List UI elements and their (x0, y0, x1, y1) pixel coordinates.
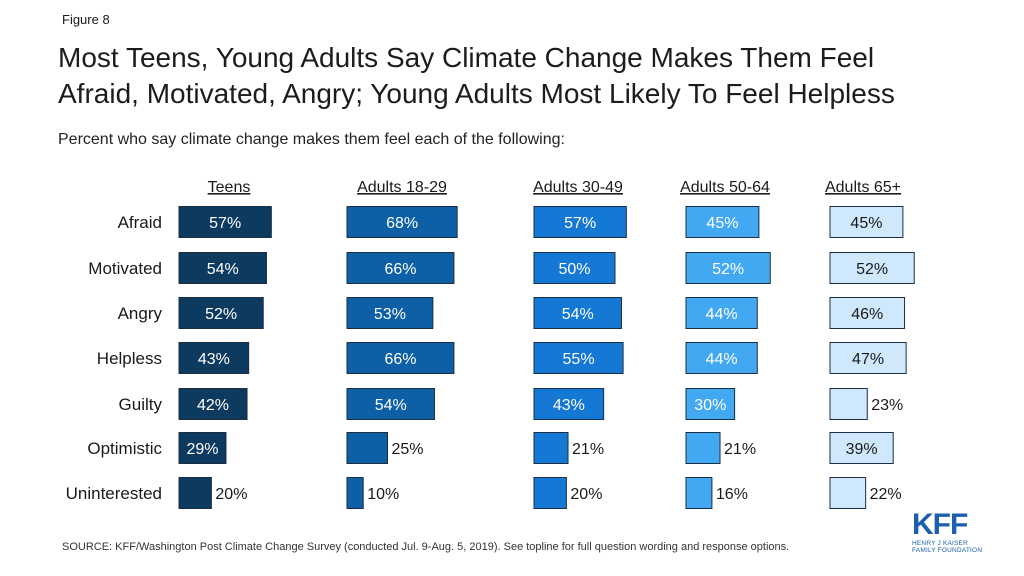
bar-teens-helpless (178, 342, 250, 374)
logo-text: KFF (912, 508, 968, 541)
data-label-adults-18-29-helpless: 66% (384, 351, 416, 368)
category-label-guilty: Guilty (119, 395, 163, 414)
bar-adults-18-29-motivated (346, 252, 455, 284)
bar-adults-50-64-helpless (685, 342, 758, 374)
logo-subtitle: HENRY J KAISER FAMILY FOUNDATION (912, 540, 983, 554)
bar-adults-50-64-motivated (685, 252, 771, 284)
category-label-optimistic: Optimistic (87, 439, 162, 458)
data-label-adults-30-49-optimistic: 21% (572, 441, 604, 458)
title-line-1: Most Teens, Young Adults Say Climate Cha… (58, 42, 875, 73)
category-label-helpless: Helpless (97, 349, 162, 368)
bar-adults-50-64-afraid (685, 206, 760, 238)
data-label-teens-angry: 52% (205, 306, 237, 323)
data-label-adults-18-29-uninterested: 10% (367, 486, 399, 503)
data-label-adults-18-29-optimistic: 25% (392, 441, 424, 458)
data-label-adults-30-49-afraid: 57% (564, 215, 596, 232)
chart-subtitle: Percent who say climate change makes the… (58, 131, 565, 148)
bar-adults-50-64-optimistic (685, 432, 721, 464)
bar-adults-18-29-afraid (346, 206, 458, 238)
bar-adults-50-64-guilty (685, 388, 736, 420)
category-label-angry: Angry (118, 304, 163, 323)
bar-adults-65-angry (829, 297, 906, 329)
data-label-teens-guilty: 42% (197, 397, 229, 414)
category-label-uninterested: Uninterested (66, 484, 162, 503)
kff-logo: KFF HENRY J KAISER FAMILY FOUNDATION (912, 508, 992, 555)
bar-adults-65-motivated (829, 252, 915, 284)
bar-teens-optimistic (178, 432, 227, 464)
data-label-adults-50-64-optimistic: 21% (724, 441, 756, 458)
bar-adults-30-49-motivated (533, 252, 616, 284)
data-label-adults-65-helpless: 47% (852, 351, 884, 368)
data-label-adults-50-64-angry: 44% (706, 306, 738, 323)
series-header-adults-50-64: Adults 50-64 (680, 179, 770, 196)
bar-adults-65-afraid (829, 206, 904, 238)
bar-teens-guilty (178, 388, 248, 420)
bar-adults-18-29-angry (346, 297, 434, 329)
data-label-adults-65-guilty: 23% (871, 397, 903, 414)
bar-adults-18-29-uninterested (346, 477, 364, 509)
bar-chart: Afraid Motivated Angry Helpless Guilty Optimi… (66, 179, 915, 509)
data-label-teens-uninterested: 20% (215, 486, 247, 503)
data-label-adults-18-29-angry: 53% (374, 306, 406, 323)
bar-adults-18-29-helpless (346, 342, 455, 374)
data-label-adults-65-optimistic: 39% (846, 441, 878, 458)
bar-teens-angry (178, 297, 264, 329)
bar-adults-65-guilty (829, 388, 868, 420)
data-label-adults-65-motivated: 52% (856, 261, 888, 278)
data-label-teens-afraid: 57% (209, 215, 241, 232)
data-label-adults-30-49-angry: 54% (562, 306, 594, 323)
data-label-adults-65-afraid: 45% (850, 215, 882, 232)
category-label-motivated: Motivated (88, 259, 162, 278)
bar-adults-50-64-uninterested (685, 477, 713, 509)
bar-adults-65-uninterested (829, 477, 867, 509)
data-label-adults-50-64-motivated: 52% (712, 261, 744, 278)
bar-adults-30-49-guilty (533, 388, 605, 420)
series-header-adults-30-49: Adults 30-49 (533, 179, 623, 196)
bar-adults-50-64-angry (685, 297, 758, 329)
data-label-adults-30-49-motivated: 50% (558, 261, 590, 278)
category-label-afraid: Afraid (118, 213, 162, 232)
bar-adults-65-optimistic (829, 432, 894, 464)
data-label-adults-50-64-afraid: 45% (706, 215, 738, 232)
bar-adults-30-49-uninterested (533, 477, 567, 509)
data-label-adults-30-49-uninterested: 20% (570, 486, 602, 503)
bar-adults-65-helpless (829, 342, 907, 374)
data-label-adults-30-49-guilty: 43% (553, 397, 585, 414)
data-label-teens-motivated: 54% (207, 261, 239, 278)
title-line-2: Afraid, Motivated, Angry; Young Adults M… (58, 78, 895, 109)
data-label-adults-30-49-helpless: 55% (563, 351, 595, 368)
data-label-adults-65-angry: 46% (851, 306, 883, 323)
bar-adults-18-29-optimistic (346, 432, 388, 464)
data-label-teens-helpless: 43% (198, 351, 230, 368)
bar-adults-30-49-helpless (533, 342, 624, 374)
bar-teens-uninterested (178, 477, 212, 509)
bar-adults-30-49-angry (533, 297, 622, 329)
bar-adults-30-49-optimistic (533, 432, 569, 464)
bar-adults-18-29-guilty (346, 388, 435, 420)
bar-teens-afraid (178, 206, 272, 238)
data-label-adults-18-29-motivated: 66% (384, 261, 416, 278)
bar-teens-motivated (178, 252, 267, 284)
series-header-teens: Teens (208, 179, 251, 196)
data-label-teens-optimistic: 29% (186, 441, 218, 458)
bar-adults-30-49-afraid (533, 206, 627, 238)
series-header-adults-65: Adults 65+ (825, 179, 901, 196)
data-label-adults-50-64-guilty: 30% (694, 397, 726, 414)
data-label-adults-18-29-guilty: 54% (375, 397, 407, 414)
figure-label: Figure 8 (62, 12, 110, 27)
data-label-adults-65-uninterested: 22% (870, 486, 902, 503)
series-header-adults-18-29: Adults 18-29 (357, 179, 447, 196)
chart-title: Most Teens, Young Adults Say Climate Cha… (58, 40, 1018, 112)
data-label-adults-18-29-afraid: 68% (386, 215, 418, 232)
source-note: SOURCE: KFF/Washington Post Climate Chan… (62, 541, 790, 553)
data-label-adults-50-64-uninterested: 16% (716, 486, 748, 503)
data-label-adults-50-64-helpless: 44% (706, 351, 738, 368)
